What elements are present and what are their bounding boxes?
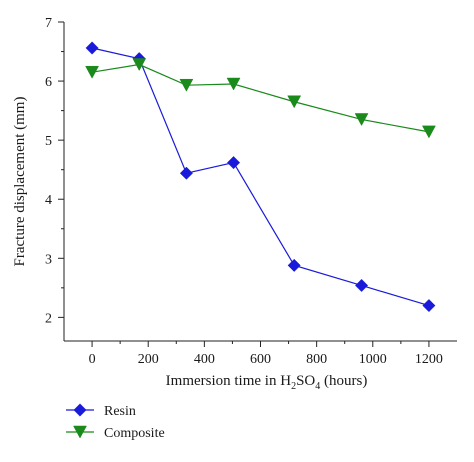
data-point bbox=[287, 258, 301, 272]
data-point bbox=[226, 156, 241, 170]
series-layer bbox=[85, 41, 436, 313]
y-tick-label: 5 bbox=[45, 134, 52, 149]
data-point bbox=[179, 166, 193, 180]
data-point bbox=[287, 95, 302, 109]
series-line bbox=[91, 47, 430, 307]
x-tick-label: 1200 bbox=[415, 352, 443, 367]
x-tick-label: 200 bbox=[138, 352, 159, 367]
axes: 0 200 400 600 800 1000 1200 2 3 4 5 6 7 Immersion tim… bbox=[12, 16, 457, 392]
x-axis-label-subscript: 2 bbox=[291, 381, 296, 392]
x-axis-label-part: Immersion time in H bbox=[166, 373, 292, 389]
legend-label: Resin bbox=[104, 404, 136, 419]
y-tick-label: 4 bbox=[45, 193, 52, 208]
y-axis-label: Fracture displacement (mm) bbox=[12, 97, 28, 267]
series-composite bbox=[85, 58, 436, 139]
series-line bbox=[91, 63, 430, 133]
legend-label: Composite bbox=[104, 426, 165, 441]
x-tick-label: 800 bbox=[306, 352, 327, 367]
x-axis-label-part: (hours) bbox=[320, 373, 367, 389]
x-axis-label-subscript: 4 bbox=[315, 381, 320, 392]
data-point bbox=[85, 65, 99, 79]
data-point bbox=[179, 78, 194, 92]
x-tick-label: 0 bbox=[89, 352, 96, 367]
y-tick-label: 3 bbox=[45, 252, 52, 267]
data-point bbox=[355, 278, 369, 293]
x-tick-label: 600 bbox=[250, 352, 271, 367]
legend-marker bbox=[73, 403, 87, 417]
series-resin bbox=[85, 41, 436, 313]
data-point bbox=[85, 41, 99, 55]
data-point bbox=[132, 58, 147, 72]
legend-marker bbox=[73, 425, 87, 439]
y-tick-label: 6 bbox=[45, 75, 52, 90]
data-point bbox=[422, 299, 436, 313]
legend-item-resin: Resin bbox=[66, 403, 136, 419]
x-tick-label: 1000 bbox=[359, 352, 387, 367]
data-point bbox=[354, 113, 369, 126]
y-tick-label: 7 bbox=[45, 16, 52, 31]
legend: Resin Composite bbox=[66, 403, 165, 441]
x-axis-label: Immersion time in H2SO4 (hours) bbox=[166, 373, 368, 392]
y-tick-label: 2 bbox=[45, 311, 52, 326]
data-point bbox=[422, 125, 436, 139]
data-point bbox=[226, 77, 241, 91]
x-tick-label: 400 bbox=[194, 352, 215, 367]
legend-item-composite: Composite bbox=[66, 425, 165, 441]
x-axis-label-part: SO bbox=[296, 373, 315, 389]
